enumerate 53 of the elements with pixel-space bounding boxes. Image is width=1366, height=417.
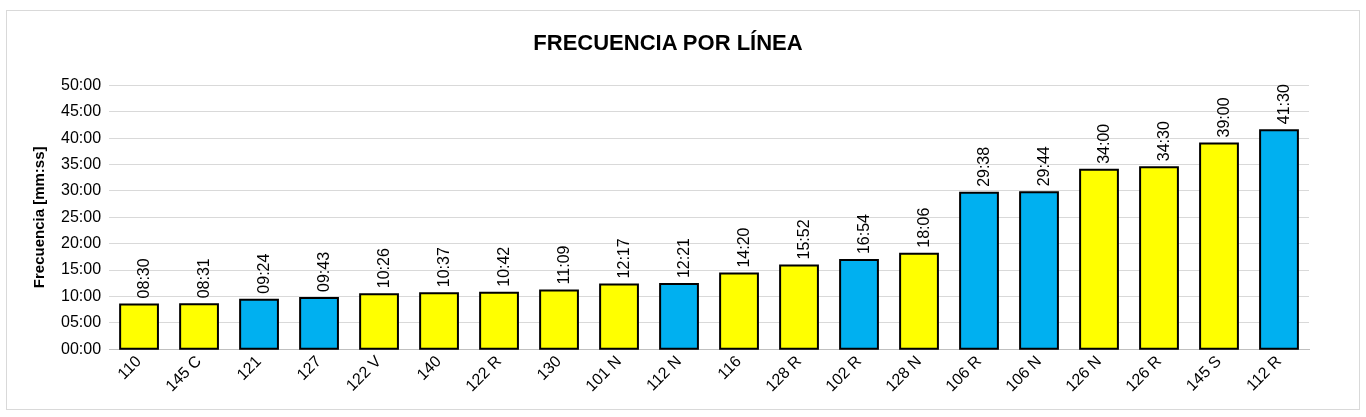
y-tick-label: 25:00 <box>60 207 102 225</box>
x-tick-label: 112 R <box>1242 352 1285 394</box>
data-label: 08:30 <box>135 258 153 299</box>
y-tick-label: 05:00 <box>60 313 102 331</box>
x-tick-label: 126 R <box>1122 352 1165 395</box>
y-axis-title: Frecuencia [mm:ss] <box>30 146 48 289</box>
data-label: 10:37 <box>435 247 453 288</box>
data-label: 11:09 <box>555 245 573 285</box>
data-label: 08:31 <box>195 258 213 299</box>
x-tick-label: 130 <box>533 352 565 384</box>
x-tick-label: 122 R <box>462 352 505 395</box>
data-label: 12:17 <box>615 238 633 279</box>
data-label: 10:26 <box>375 248 393 289</box>
y-tick-label: 50:00 <box>60 75 102 93</box>
chart-title: FRECUENCIA POR LÍNEA <box>533 30 803 56</box>
x-tick-label: 128 R <box>762 352 805 395</box>
x-tick-label: 102 R <box>822 352 865 395</box>
data-label: 09:24 <box>255 253 273 294</box>
data-label: 09:43 <box>315 251 333 292</box>
data-label: 39:00 <box>1215 97 1233 138</box>
y-tick-label: 45:00 <box>60 102 102 120</box>
x-tick-label: 145 C <box>162 352 205 395</box>
data-label: 14:20 <box>735 227 753 268</box>
x-tick-label: 110 <box>114 352 145 383</box>
x-tick-label: 112 N <box>642 352 685 394</box>
x-tick-label: 128 N <box>882 352 925 395</box>
data-label: 29:44 <box>1035 146 1053 187</box>
x-tick-label: 116 <box>714 352 745 383</box>
x-tick-label: 101 N <box>582 352 625 395</box>
x-tick-label: 145 S <box>1182 352 1225 394</box>
y-tick-label: 20:00 <box>60 234 102 252</box>
y-tick-label: 30:00 <box>60 181 102 199</box>
data-label: 10:42 <box>495 246 513 287</box>
y-tick-label: 35:00 <box>60 154 102 172</box>
x-tick-label: 121 <box>233 352 265 384</box>
x-tick-label: 127 <box>293 352 325 384</box>
x-tick-label: 140 <box>413 352 445 384</box>
data-label: 41:30 <box>1275 84 1293 125</box>
data-label: 15:52 <box>795 219 813 260</box>
x-tick-label: 106 R <box>942 352 985 395</box>
data-label: 34:30 <box>1155 121 1173 162</box>
data-label: 16:54 <box>855 213 873 255</box>
x-tick-label: 106 N <box>1002 352 1045 395</box>
data-label: 18:06 <box>915 207 933 248</box>
y-tick-label: 00:00 <box>60 339 102 357</box>
y-tick-label: 10:00 <box>60 286 102 304</box>
y-tick-label: 40:00 <box>60 128 102 146</box>
x-tick-label: 122 V <box>342 352 385 394</box>
y-tick-label: 15:00 <box>60 260 102 278</box>
data-label: 34:00 <box>1095 123 1113 164</box>
x-tick-label: 126 N <box>1062 352 1105 395</box>
data-label: 12:21 <box>675 237 693 279</box>
data-label: 29:38 <box>975 146 993 187</box>
